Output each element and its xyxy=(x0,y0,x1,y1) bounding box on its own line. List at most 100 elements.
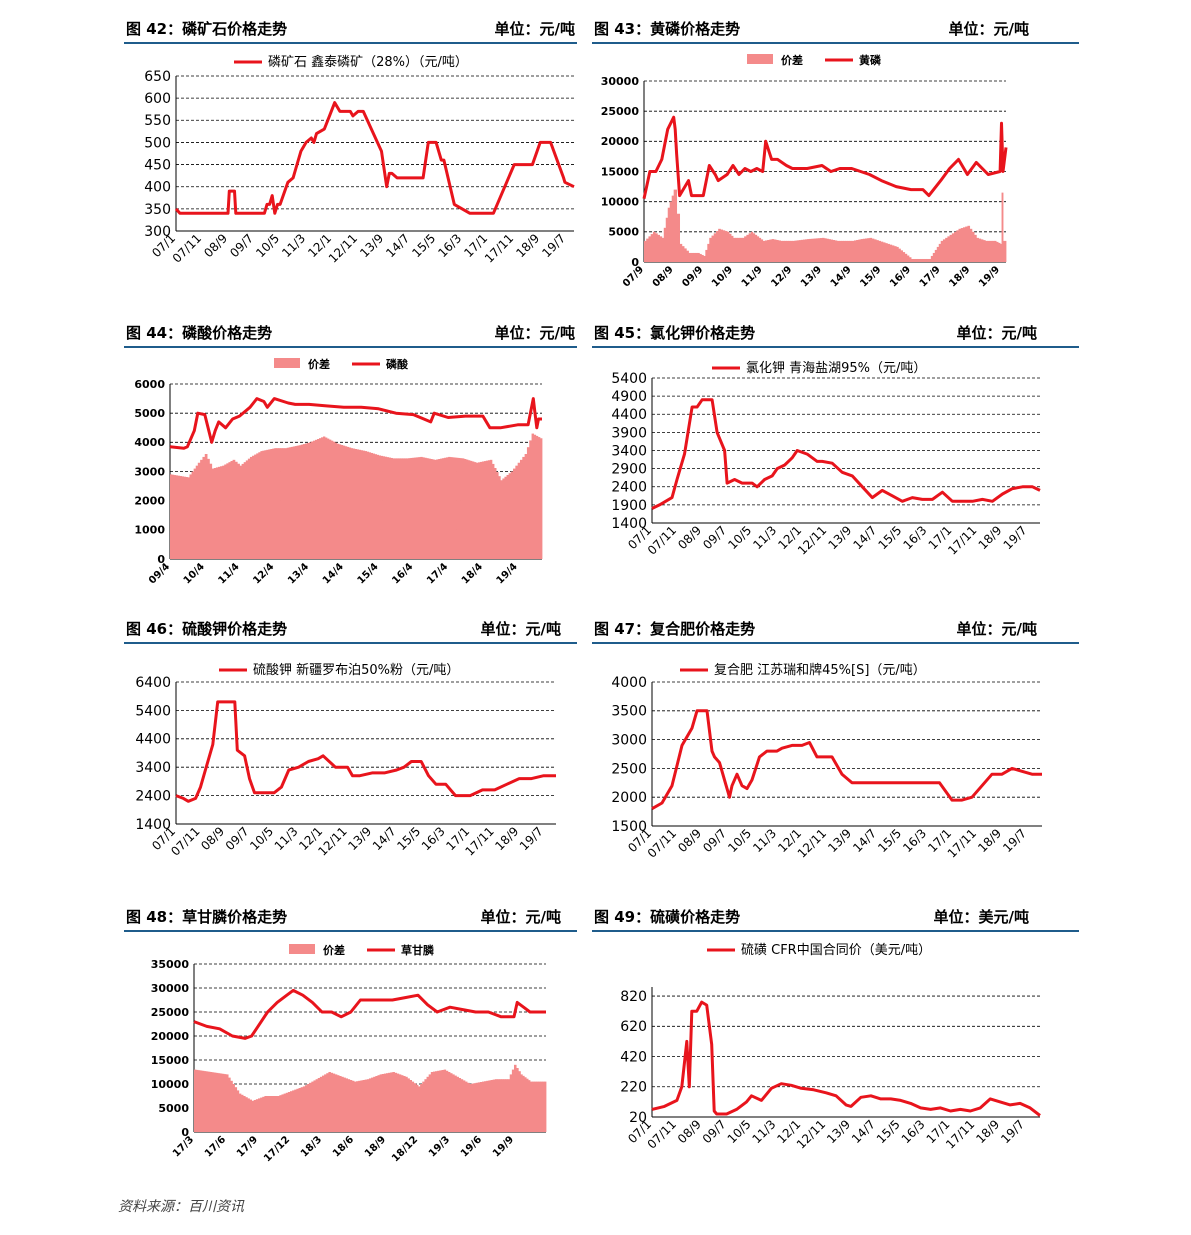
x-tick-label: 12/11 xyxy=(795,826,829,860)
spread-bar xyxy=(841,240,844,262)
spread-bar xyxy=(836,240,840,262)
x-tick-label: 08/9 xyxy=(675,1117,704,1146)
y-tick-label: 220 xyxy=(620,1080,647,1096)
spread-bar xyxy=(350,448,354,559)
price-line xyxy=(169,397,542,450)
spread-bar xyxy=(344,446,348,559)
spread-bar xyxy=(880,241,884,262)
spread-bar xyxy=(511,1069,515,1132)
price-line xyxy=(642,115,1008,200)
spread-bar xyxy=(358,449,362,559)
spread-bar xyxy=(790,240,793,262)
spread-bar xyxy=(349,1080,353,1132)
spread-bar xyxy=(862,238,866,262)
spread-bar xyxy=(471,1083,474,1132)
spread-bar xyxy=(450,457,453,559)
spread-bar xyxy=(913,258,916,262)
spread-bar xyxy=(669,201,673,262)
spread-bar xyxy=(206,1071,209,1132)
spread-bar xyxy=(731,235,734,262)
spread-bar xyxy=(813,238,817,262)
spread-bar xyxy=(853,240,857,262)
spread-bar xyxy=(718,228,721,262)
spread-bar xyxy=(262,1096,265,1132)
spread-bar xyxy=(462,1080,466,1132)
x-tick-label: 10/9 xyxy=(710,264,735,289)
spread-bar xyxy=(442,458,445,559)
spread-bar xyxy=(302,1086,306,1132)
spread-bar xyxy=(688,252,692,262)
spread-bar xyxy=(805,239,808,262)
chart-title: 图 46：硫酸钾价格走势 xyxy=(126,620,288,638)
spread-bar xyxy=(428,1074,432,1132)
spread-bar xyxy=(204,1071,207,1132)
spread-bar xyxy=(272,1096,276,1132)
x-tick-label: 16/3 xyxy=(900,826,929,855)
spread-bar xyxy=(371,1077,374,1132)
spread-bar xyxy=(954,231,957,262)
spread-bar xyxy=(375,1076,378,1132)
spread-bar xyxy=(526,447,530,559)
spread-bar xyxy=(418,457,421,559)
spread-bar xyxy=(294,446,298,559)
spread-bar xyxy=(412,457,415,559)
spread-bar xyxy=(208,1071,211,1132)
spread-bar xyxy=(266,1096,270,1132)
spread-bar xyxy=(286,447,290,559)
spread-bar xyxy=(315,1079,319,1132)
spread-bar xyxy=(720,229,724,262)
chart-glyphosate: 0 5000 10000 15000 20000 25000 30000 35000 17/3 1… xyxy=(151,943,547,1164)
x-tick-label: 19/3 xyxy=(427,1134,452,1159)
spread-bar xyxy=(786,240,789,262)
spread-bar xyxy=(815,238,819,262)
y-tick-label: 650 xyxy=(144,69,171,85)
y-tick-label: 620 xyxy=(620,1019,647,1035)
panel-47: 图 47：复合肥价格走势 单位：元/吨 xyxy=(592,616,1079,644)
x-tick-label: 19/9 xyxy=(491,1134,516,1159)
spread-bar xyxy=(713,233,717,262)
spread-bar xyxy=(284,448,288,559)
spread-bar xyxy=(741,237,745,262)
x-tick-label: 16/3 xyxy=(419,824,448,853)
spread-bar xyxy=(270,1096,274,1132)
chart-title: 图 42：磷矿石价格走势 xyxy=(126,20,288,38)
spread-bar xyxy=(828,239,831,262)
x-tick-label: 13/4 xyxy=(286,561,311,586)
spread-bar xyxy=(405,1076,408,1132)
spread-bar xyxy=(275,1096,278,1132)
chart-unit: 单位：元/吨 xyxy=(956,620,1037,638)
spread-bar xyxy=(867,238,870,262)
spread-bar xyxy=(976,237,979,262)
spread-bar xyxy=(408,458,411,559)
spread-bar xyxy=(360,450,364,559)
spread-bar xyxy=(251,1100,255,1132)
spread-bar xyxy=(356,449,360,559)
spread-bar xyxy=(991,240,995,262)
y-tick-label: 20000 xyxy=(151,1030,190,1043)
x-tick-label: 19/7 xyxy=(1001,523,1030,552)
spread-bar xyxy=(392,458,395,559)
spread-bar xyxy=(544,1081,547,1132)
spread-bar xyxy=(318,438,322,559)
spread-bar xyxy=(288,447,292,559)
legend-label: 磷酸 xyxy=(386,357,409,371)
x-tick-label: 15/5 xyxy=(394,824,423,853)
spread-bar xyxy=(496,1079,500,1132)
spread-bar xyxy=(460,458,463,559)
spread-bar xyxy=(407,1078,410,1132)
spread-bar xyxy=(415,1084,419,1132)
spread-bar xyxy=(824,238,827,262)
y-tick-label: 4400 xyxy=(611,407,647,423)
spread-bar xyxy=(450,1073,453,1132)
x-tick-label: 19/6 xyxy=(459,1134,484,1159)
spread-bar xyxy=(420,456,423,559)
y-tick-label: 25000 xyxy=(601,105,640,118)
spread-bar xyxy=(510,471,514,559)
spread-bar xyxy=(298,445,302,559)
spread-bar xyxy=(441,1070,444,1132)
spread-bar xyxy=(343,1077,346,1132)
spread-bar xyxy=(667,207,671,262)
spread-bar xyxy=(469,460,473,559)
chart-unit: 单位：元/吨 xyxy=(494,324,575,342)
y-tick-label: 4000 xyxy=(611,675,647,691)
